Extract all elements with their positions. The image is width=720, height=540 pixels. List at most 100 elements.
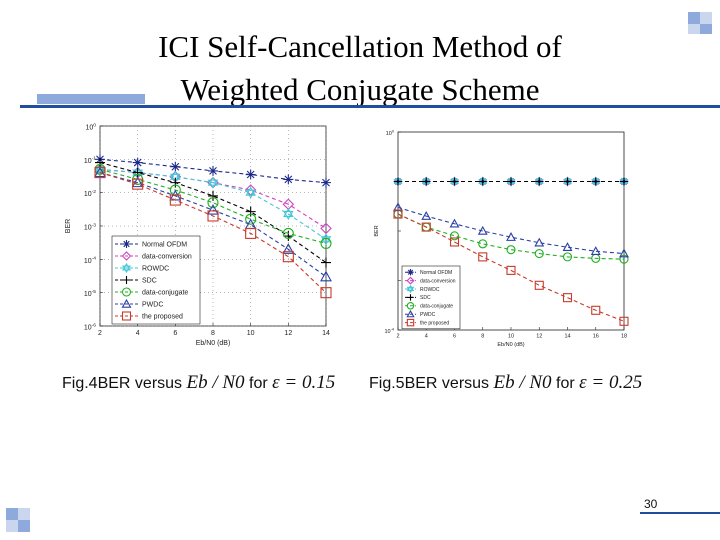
y-tick-label: 10-6 [84, 322, 96, 331]
x-tick-label: 10 [508, 334, 514, 340]
decor-square [18, 520, 30, 532]
series [393, 209, 629, 326]
fig4-caption-epsilon: ε = 0.15 [272, 372, 336, 393]
legend-marker [121, 287, 132, 297]
slide-title-line-2: Weighted Conjugate Scheme [180, 72, 540, 107]
ber-chart-fig4: 2 4 6 8 10 12 14 100 10-1 10-2 10-3 10-4 10-5 10-6 BER… [65, 122, 332, 347]
data-point-triangle [282, 243, 295, 254]
decor-square [688, 12, 700, 24]
data-point-square [169, 194, 181, 206]
slide-title-line-1: ICI Self-Cancellation Method of [158, 29, 562, 64]
x-tick-label: 10 [247, 330, 255, 337]
data-point-square [94, 167, 106, 179]
data-point-circle [562, 252, 573, 262]
decor-square [700, 12, 712, 24]
data-point-plus [245, 206, 256, 217]
title-rule [20, 105, 720, 108]
legend-marker [406, 276, 415, 285]
x-tick-label: 14 [322, 330, 330, 337]
legend-label: SDC [142, 277, 157, 284]
series-line [99, 172, 327, 294]
data-point-plus [283, 231, 294, 242]
fig4-caption-prefix: Fig.4BER versus [62, 375, 183, 392]
x-tick-label: 12 [536, 334, 542, 340]
decor-square [6, 520, 18, 532]
data-point-triangle [534, 237, 545, 247]
data-point-circle [245, 213, 257, 225]
legend-marker [122, 276, 131, 284]
data-point-triangle [449, 218, 460, 228]
x-tick-label: 4 [136, 330, 140, 337]
x-tick-label: 4 [425, 334, 428, 340]
data-point-plus [535, 177, 544, 186]
data-point-square [534, 280, 544, 290]
legend-marker [406, 302, 415, 310]
y-axis-label: BER [65, 219, 72, 233]
legend-label: the proposed [142, 313, 183, 320]
data-point-circle [619, 254, 629, 264]
data-point-plus [591, 177, 600, 186]
legend-marker [406, 318, 415, 327]
legend-marker [122, 262, 131, 274]
data-point-square [132, 178, 144, 190]
legend-label: data-conversion [142, 253, 192, 260]
data-point-triangle [619, 248, 629, 258]
data-point-star [132, 157, 143, 168]
data-point-plus [208, 190, 218, 201]
legend-marker [407, 294, 414, 301]
y-tick-label: 10-3 [84, 222, 96, 231]
data-point-plus [620, 177, 628, 186]
title-accent-bar [37, 94, 145, 104]
data-point-triangle [477, 225, 488, 235]
data-point-triangle [94, 166, 106, 178]
data-point-square [562, 293, 573, 303]
x-tick-label: 8 [481, 334, 484, 340]
series-line [99, 172, 327, 278]
data-point-triangle [131, 176, 144, 188]
legend-label: SDC [420, 295, 431, 301]
series [95, 154, 331, 188]
legend-label: PWDC [420, 312, 436, 318]
data-point-square [506, 265, 516, 275]
data-point-plus [132, 167, 143, 178]
data-point-plus [422, 177, 431, 186]
x-tick-label: 6 [173, 330, 177, 337]
fig5-caption-ratio: Eb / N0 [493, 372, 552, 393]
data-point-triangle [506, 232, 516, 241]
series-line [397, 213, 625, 322]
fig4-caption-ratio: Eb / N0 [186, 372, 245, 393]
data-point-square [619, 316, 629, 326]
data-point-star [245, 169, 256, 180]
y-tick-label: 100 [85, 122, 96, 131]
x-tick-label: 2 [396, 334, 399, 340]
data-point-triangle [562, 242, 573, 251]
x-tick-label: 14 [564, 334, 570, 340]
series [94, 167, 332, 299]
fig5-caption-prefix: Fig.5BER versus [369, 375, 490, 392]
legend-label: ROWDC [142, 265, 169, 272]
data-point-triangle [421, 210, 432, 220]
data-point-circle [534, 249, 544, 259]
decor-square [700, 24, 712, 34]
data-point-triangle [207, 203, 219, 215]
data-point-square [591, 305, 601, 315]
x-axis-label: Eb/N0 (dB) [196, 340, 231, 347]
x-tick-label: 18 [621, 334, 627, 340]
y-tick-label: 10-2 [84, 189, 96, 198]
data-point-hexagram [207, 176, 219, 189]
decor-square [18, 508, 30, 520]
page-number: 30 [644, 497, 658, 511]
data-point-square [449, 237, 460, 247]
data-point-star [321, 177, 331, 188]
series [394, 177, 628, 186]
data-point-plus [394, 177, 402, 186]
fig4-caption-for: for [249, 375, 268, 392]
legend-marker [406, 284, 415, 294]
legend-marker [121, 298, 132, 308]
data-point-triangle [320, 270, 332, 282]
legend-label: Normal OFDM [420, 270, 452, 276]
data-point-circle [282, 227, 294, 239]
series [95, 157, 331, 268]
data-point-plus [478, 177, 487, 186]
data-point-square [421, 222, 431, 232]
